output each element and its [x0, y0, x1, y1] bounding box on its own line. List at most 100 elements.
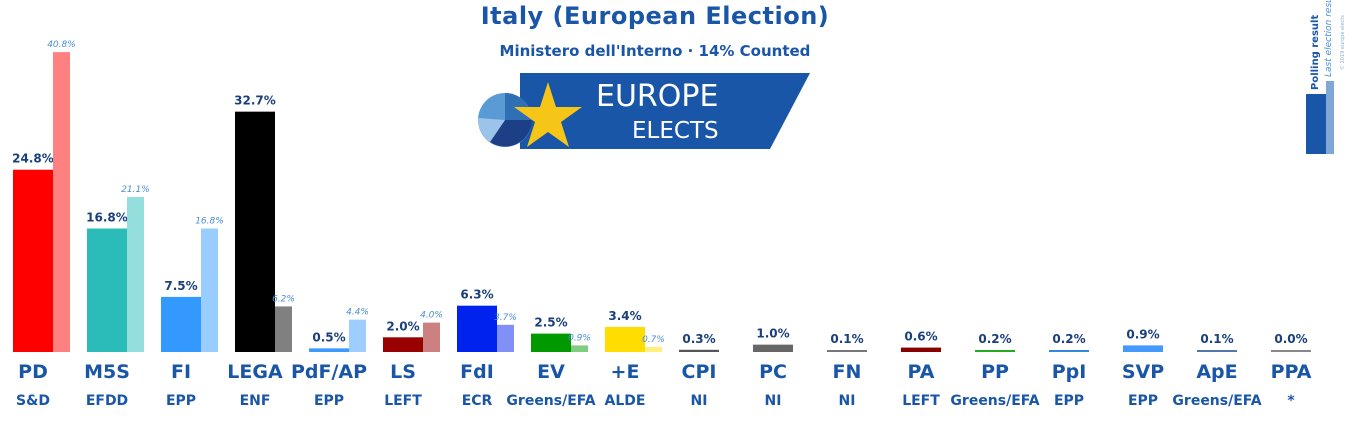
- group-label-m5s: EFDD: [86, 393, 128, 409]
- party-label-pp: PP: [981, 361, 1009, 383]
- bars-layer: 24.8% 40.8% PD S&D 16.8% 21.1% M5S EFDD 7.5% 16.8…: [12, 40, 1312, 409]
- party-label-ppi: PpI: [1052, 361, 1087, 383]
- group-label-ppa: *: [1287, 393, 1295, 409]
- group-label-fi: EPP: [166, 393, 196, 409]
- group-label-pd: S&D: [16, 393, 50, 409]
- bar-previous-ev: [571, 345, 588, 352]
- bar-current-svp: [1123, 345, 1163, 352]
- bar-previous-pdf-ap: [349, 319, 366, 352]
- legend: Polling result Last election result © 20…: [1306, 0, 1346, 154]
- group-label-pc: NI: [765, 393, 782, 409]
- group-label--e: ALDE: [605, 393, 646, 409]
- data-label-current-ape: 0.1%: [1200, 332, 1233, 346]
- legend-swatch-current: [1306, 94, 1326, 154]
- data-label-previous--e: 0.7%: [642, 335, 665, 345]
- data-label-current-fdi: 6.3%: [460, 288, 493, 302]
- bar-current-ppa: [1271, 350, 1311, 352]
- group-label-cpi: NI: [691, 393, 708, 409]
- bar-current-pd: [13, 169, 53, 352]
- logo-word-elects: ELECTS: [632, 118, 719, 144]
- data-label-previous-ls: 4.0%: [420, 311, 443, 321]
- group-label-ls: LEFT: [384, 393, 422, 409]
- bar-previous-lega: [275, 306, 292, 352]
- data-label-previous-ev: 0.9%: [568, 333, 591, 343]
- data-label-previous-pd: 40.8%: [47, 40, 76, 50]
- group-label-svp: EPP: [1128, 393, 1158, 409]
- party-label-m5s: M5S: [84, 361, 130, 383]
- group-label-pdf-ap: EPP: [314, 393, 344, 409]
- logo-star-icon: [514, 82, 582, 147]
- bar-previous-pd: [53, 52, 70, 353]
- data-label-previous-lega: 6.2%: [272, 294, 295, 304]
- party-label-cpi: CPI: [682, 361, 717, 383]
- bar-current-m5s: [87, 228, 127, 352]
- bar-current-fdi: [457, 305, 497, 352]
- group-label-fdi: ECR: [462, 393, 493, 409]
- party-label-svp: SVP: [1122, 361, 1164, 383]
- europe-elects-logo: EUROPE ELECTS: [477, 73, 810, 149]
- group-label-pp: Greens/EFA: [950, 393, 1039, 409]
- bar-previous--e: [645, 346, 662, 352]
- data-label-current-pdf-ap: 0.5%: [312, 330, 345, 344]
- copyright-note: © 2019 europe elects: [1339, 15, 1346, 70]
- party-label-pc: PC: [759, 361, 787, 383]
- data-label-current-ppa: 0.0%: [1274, 332, 1307, 346]
- group-label-ppi: EPP: [1054, 393, 1084, 409]
- bar-current-ls: [383, 337, 423, 352]
- party-label-pdf-ap: PdF/AP: [291, 361, 367, 383]
- bar-previous-m5s: [127, 196, 144, 352]
- bar-previous-fdi: [497, 324, 514, 352]
- group-label-ape: Greens/EFA: [1172, 393, 1261, 409]
- party-label-pa: PA: [908, 361, 935, 383]
- data-label-current-pp: 0.2%: [978, 332, 1011, 346]
- party-label-pd: PD: [18, 361, 48, 383]
- bar-current-pp: [975, 350, 1015, 352]
- group-label-pa: LEFT: [902, 393, 940, 409]
- chart-subtitle: Ministero dell'Interno · 14% Counted: [499, 42, 811, 60]
- bar-current-pdf-ap: [309, 348, 349, 352]
- data-label-current--e: 3.4%: [608, 309, 641, 323]
- group-label-fn: NI: [839, 393, 856, 409]
- party-label-ppa: PPA: [1271, 361, 1312, 383]
- bar-current-fn: [827, 350, 867, 352]
- party-label-ape: ApE: [1196, 361, 1237, 383]
- bar-current-ape: [1197, 350, 1237, 352]
- data-label-current-pd: 24.8%: [12, 152, 54, 166]
- bar-current--e: [605, 327, 645, 352]
- bar-current-fi: [161, 296, 201, 352]
- bar-current-lega: [235, 111, 275, 352]
- data-label-previous-fdi: 3.7%: [494, 313, 517, 323]
- bar-current-cpi: [679, 349, 719, 352]
- bar-current-pa: [901, 347, 941, 352]
- bar-current-pc: [753, 344, 793, 352]
- data-label-previous-fi: 16.8%: [195, 217, 224, 227]
- legend-label-previous: Last election result: [1324, 0, 1334, 77]
- data-label-current-ppi: 0.2%: [1052, 332, 1085, 346]
- logo-word-europe: EUROPE: [596, 79, 718, 114]
- data-label-current-lega: 32.7%: [234, 94, 276, 108]
- party-label-lega: LEGA: [227, 361, 283, 383]
- party-label-fi: FI: [171, 361, 191, 383]
- chart-title: Italy (European Election): [480, 2, 830, 30]
- group-label-ev: Greens/EFA: [506, 393, 595, 409]
- legend-label-current: Polling result: [1310, 15, 1321, 90]
- bar-previous-ls: [423, 322, 440, 352]
- bar-previous-fi: [201, 228, 218, 352]
- party-label--e: +E: [611, 361, 640, 383]
- data-label-current-m5s: 16.8%: [86, 211, 128, 225]
- party-label-ev: EV: [537, 361, 565, 383]
- data-label-previous-m5s: 21.1%: [121, 185, 150, 195]
- legend-swatch-previous: [1326, 81, 1334, 154]
- data-label-current-ls: 2.0%: [386, 319, 419, 333]
- data-label-previous-pdf-ap: 4.4%: [346, 308, 369, 318]
- bar-current-ppi: [1049, 350, 1089, 352]
- data-label-current-cpi: 0.3%: [682, 332, 715, 346]
- data-label-current-ev: 2.5%: [534, 316, 567, 330]
- logo-band: [520, 73, 810, 149]
- group-label-lega: ENF: [240, 393, 271, 409]
- party-label-ls: LS: [390, 361, 416, 383]
- data-label-current-pc: 1.0%: [756, 327, 789, 341]
- data-label-current-svp: 0.9%: [1126, 327, 1159, 341]
- data-label-current-fi: 7.5%: [164, 279, 197, 293]
